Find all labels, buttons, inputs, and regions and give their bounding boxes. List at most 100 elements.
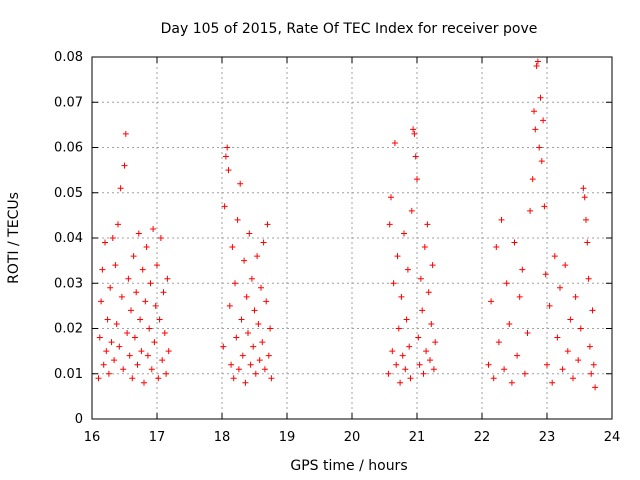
data-point: [589, 307, 596, 314]
data-point: [117, 185, 124, 192]
x-tick-label: 21: [409, 430, 426, 445]
data-point: [542, 271, 549, 278]
data-point: [163, 370, 170, 377]
data-point: [154, 262, 160, 269]
data-point: [234, 216, 241, 223]
data-point: [390, 280, 397, 287]
data-point: [107, 284, 114, 291]
data-point: [151, 339, 158, 346]
data-point: [537, 94, 544, 101]
data-point: [534, 58, 541, 65]
data-point: [118, 293, 125, 300]
data-point: [226, 302, 233, 309]
data-point: [246, 230, 253, 237]
data-point: [133, 289, 140, 296]
data-point: [524, 330, 531, 337]
data-point: [148, 366, 155, 373]
data-point: [584, 239, 591, 246]
data-point: [575, 357, 582, 364]
data-point: [583, 216, 589, 223]
data-point: [549, 379, 556, 386]
data-point: [235, 366, 242, 373]
y-axis-label: ROTI / TECUs: [6, 192, 22, 284]
data-point: [536, 144, 543, 151]
data-point: [241, 257, 248, 264]
data-point: [485, 361, 492, 368]
data-point: [430, 366, 437, 373]
data-point: [159, 357, 166, 364]
data-point: [124, 330, 131, 337]
data-point: [408, 207, 415, 214]
x-axis-label: GPS time / hours: [290, 458, 407, 474]
data-point: [586, 343, 593, 350]
data-point: [103, 348, 110, 355]
data-point: [389, 348, 396, 355]
data-point: [401, 230, 407, 237]
data-point: [147, 280, 154, 287]
data-point: [157, 235, 164, 241]
data-point: [570, 375, 576, 382]
data-point: [161, 330, 168, 337]
data-point: [557, 284, 563, 291]
data-point: [398, 293, 405, 300]
y-tick-label: 0.05: [54, 186, 83, 201]
x-tick-label: 23: [539, 430, 556, 445]
data-point: [251, 307, 258, 314]
data-point: [108, 339, 115, 346]
y-tick-label: 0.03: [54, 276, 83, 291]
data-point: [232, 280, 238, 287]
data-point: [225, 167, 232, 174]
data-point: [592, 384, 599, 391]
data-point: [562, 262, 569, 269]
data-point: [112, 262, 119, 269]
data-point: [527, 207, 534, 214]
data-point: [427, 357, 433, 364]
data-point: [268, 375, 275, 382]
data-point: [421, 244, 428, 251]
data-point: [420, 370, 427, 377]
data-point: [533, 63, 540, 70]
data-point: [410, 126, 417, 133]
data-point: [221, 203, 228, 210]
data-point: [538, 158, 545, 165]
data-point: [395, 325, 402, 332]
data-point: [131, 334, 138, 341]
data-point: [143, 244, 150, 251]
data-point: [424, 221, 431, 228]
data-point: [142, 298, 149, 305]
data-point: [412, 153, 419, 160]
data-point: [488, 298, 495, 305]
data-point: [551, 253, 558, 260]
x-tick-label: 24: [604, 430, 621, 445]
axis-ticks: 16 17 18 19 20 21 22 23 24 0 0.01 0.02 0.03 0.04 0.05 0…: [54, 50, 620, 445]
data-point: [156, 316, 163, 323]
data-point: [506, 320, 513, 327]
data-point: [109, 235, 116, 241]
data-point: [139, 266, 146, 273]
data-point: [425, 289, 432, 296]
data-point: [544, 361, 550, 368]
y-tick-label: 0.06: [54, 141, 83, 156]
data-point: [581, 194, 588, 201]
x-tick-label: 18: [214, 430, 231, 445]
data-point: [242, 379, 249, 386]
data-point: [238, 316, 245, 323]
data-point: [228, 361, 235, 368]
data-point: [115, 221, 121, 228]
data-point: [243, 293, 250, 300]
data-point: [417, 275, 424, 282]
data-point: [237, 180, 244, 187]
data-point: [402, 366, 409, 373]
data-point: [411, 130, 418, 137]
x-tick-label: 19: [279, 430, 296, 445]
data-point: [230, 375, 237, 382]
data-point: [397, 379, 404, 386]
data-point: [261, 366, 268, 373]
data-point: [590, 361, 597, 368]
data-point: [224, 144, 231, 151]
data-point: [105, 370, 112, 377]
y-tick-label: 0: [75, 412, 83, 427]
data-point: [419, 307, 426, 314]
data-point: [521, 370, 528, 377]
data-point: [503, 280, 510, 287]
